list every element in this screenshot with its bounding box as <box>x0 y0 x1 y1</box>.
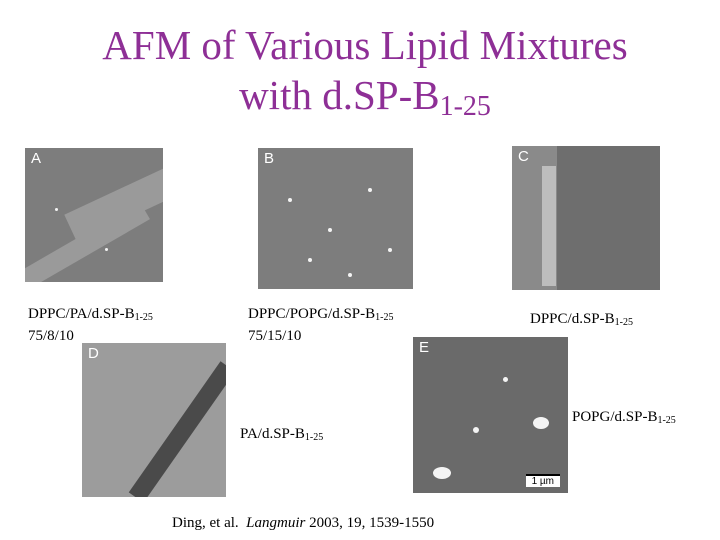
title-text: with d.SP-B <box>239 72 440 118</box>
panel-letter: A <box>31 150 42 167</box>
afm-image: E 1 µm <box>413 337 568 493</box>
caption-text: DPPC/d.SP-B <box>530 311 615 327</box>
caption-subscript: 1-25 <box>375 312 394 323</box>
caption-text: PA/d.SP-B <box>240 426 305 442</box>
afm-image: D <box>82 343 226 497</box>
panel-letter: C <box>518 148 529 165</box>
caption: PA/d.SP-B1-25 <box>240 425 323 447</box>
title-subscript: 1-25 <box>439 91 491 122</box>
afm-image: C <box>512 146 660 290</box>
afm-image: A <box>25 148 163 282</box>
panel-letter: D <box>88 345 99 362</box>
caption-text: POPG/d.SP-B <box>572 409 658 425</box>
caption: DPPC/PA/d.SP-B1-25 75/8/10 <box>28 305 153 345</box>
caption-ratio: 75/8/10 <box>28 328 74 344</box>
title-line1: AFM of Various Lipid Mixtures <box>102 22 628 68</box>
caption-text: DPPC/PA/d.SP-B <box>28 306 135 322</box>
scale-bar: 1 µm <box>525 474 560 487</box>
citation-details: 2003, 19, 1539-1550 <box>309 515 435 531</box>
citation-journal: Langmuir <box>246 515 306 531</box>
caption: DPPC/POPG/d.SP-B1-25 75/15/10 <box>248 305 394 345</box>
citation-authors: Ding, et al. <box>172 515 239 531</box>
caption: POPG/d.SP-B1-25 <box>572 408 676 430</box>
afm-image: B <box>258 148 413 289</box>
panel-letter: B <box>264 150 275 167</box>
citation: Ding, et al. Langmuir 2003, 19, 1539-155… <box>172 515 434 532</box>
caption-subscript: 1-25 <box>304 432 324 443</box>
caption-ratio: 75/15/10 <box>248 328 302 344</box>
title-line2: with d.SP-B1-25 <box>0 72 720 130</box>
caption-subscript: 1-25 <box>614 317 633 328</box>
panel-letter: E <box>419 339 430 356</box>
caption-subscript: 1-25 <box>134 312 153 323</box>
caption-text: DPPC/POPG/d.SP-B <box>248 306 376 322</box>
caption-subscript: 1-25 <box>657 415 676 426</box>
caption: DPPC/d.SP-B1-25 <box>530 310 633 332</box>
